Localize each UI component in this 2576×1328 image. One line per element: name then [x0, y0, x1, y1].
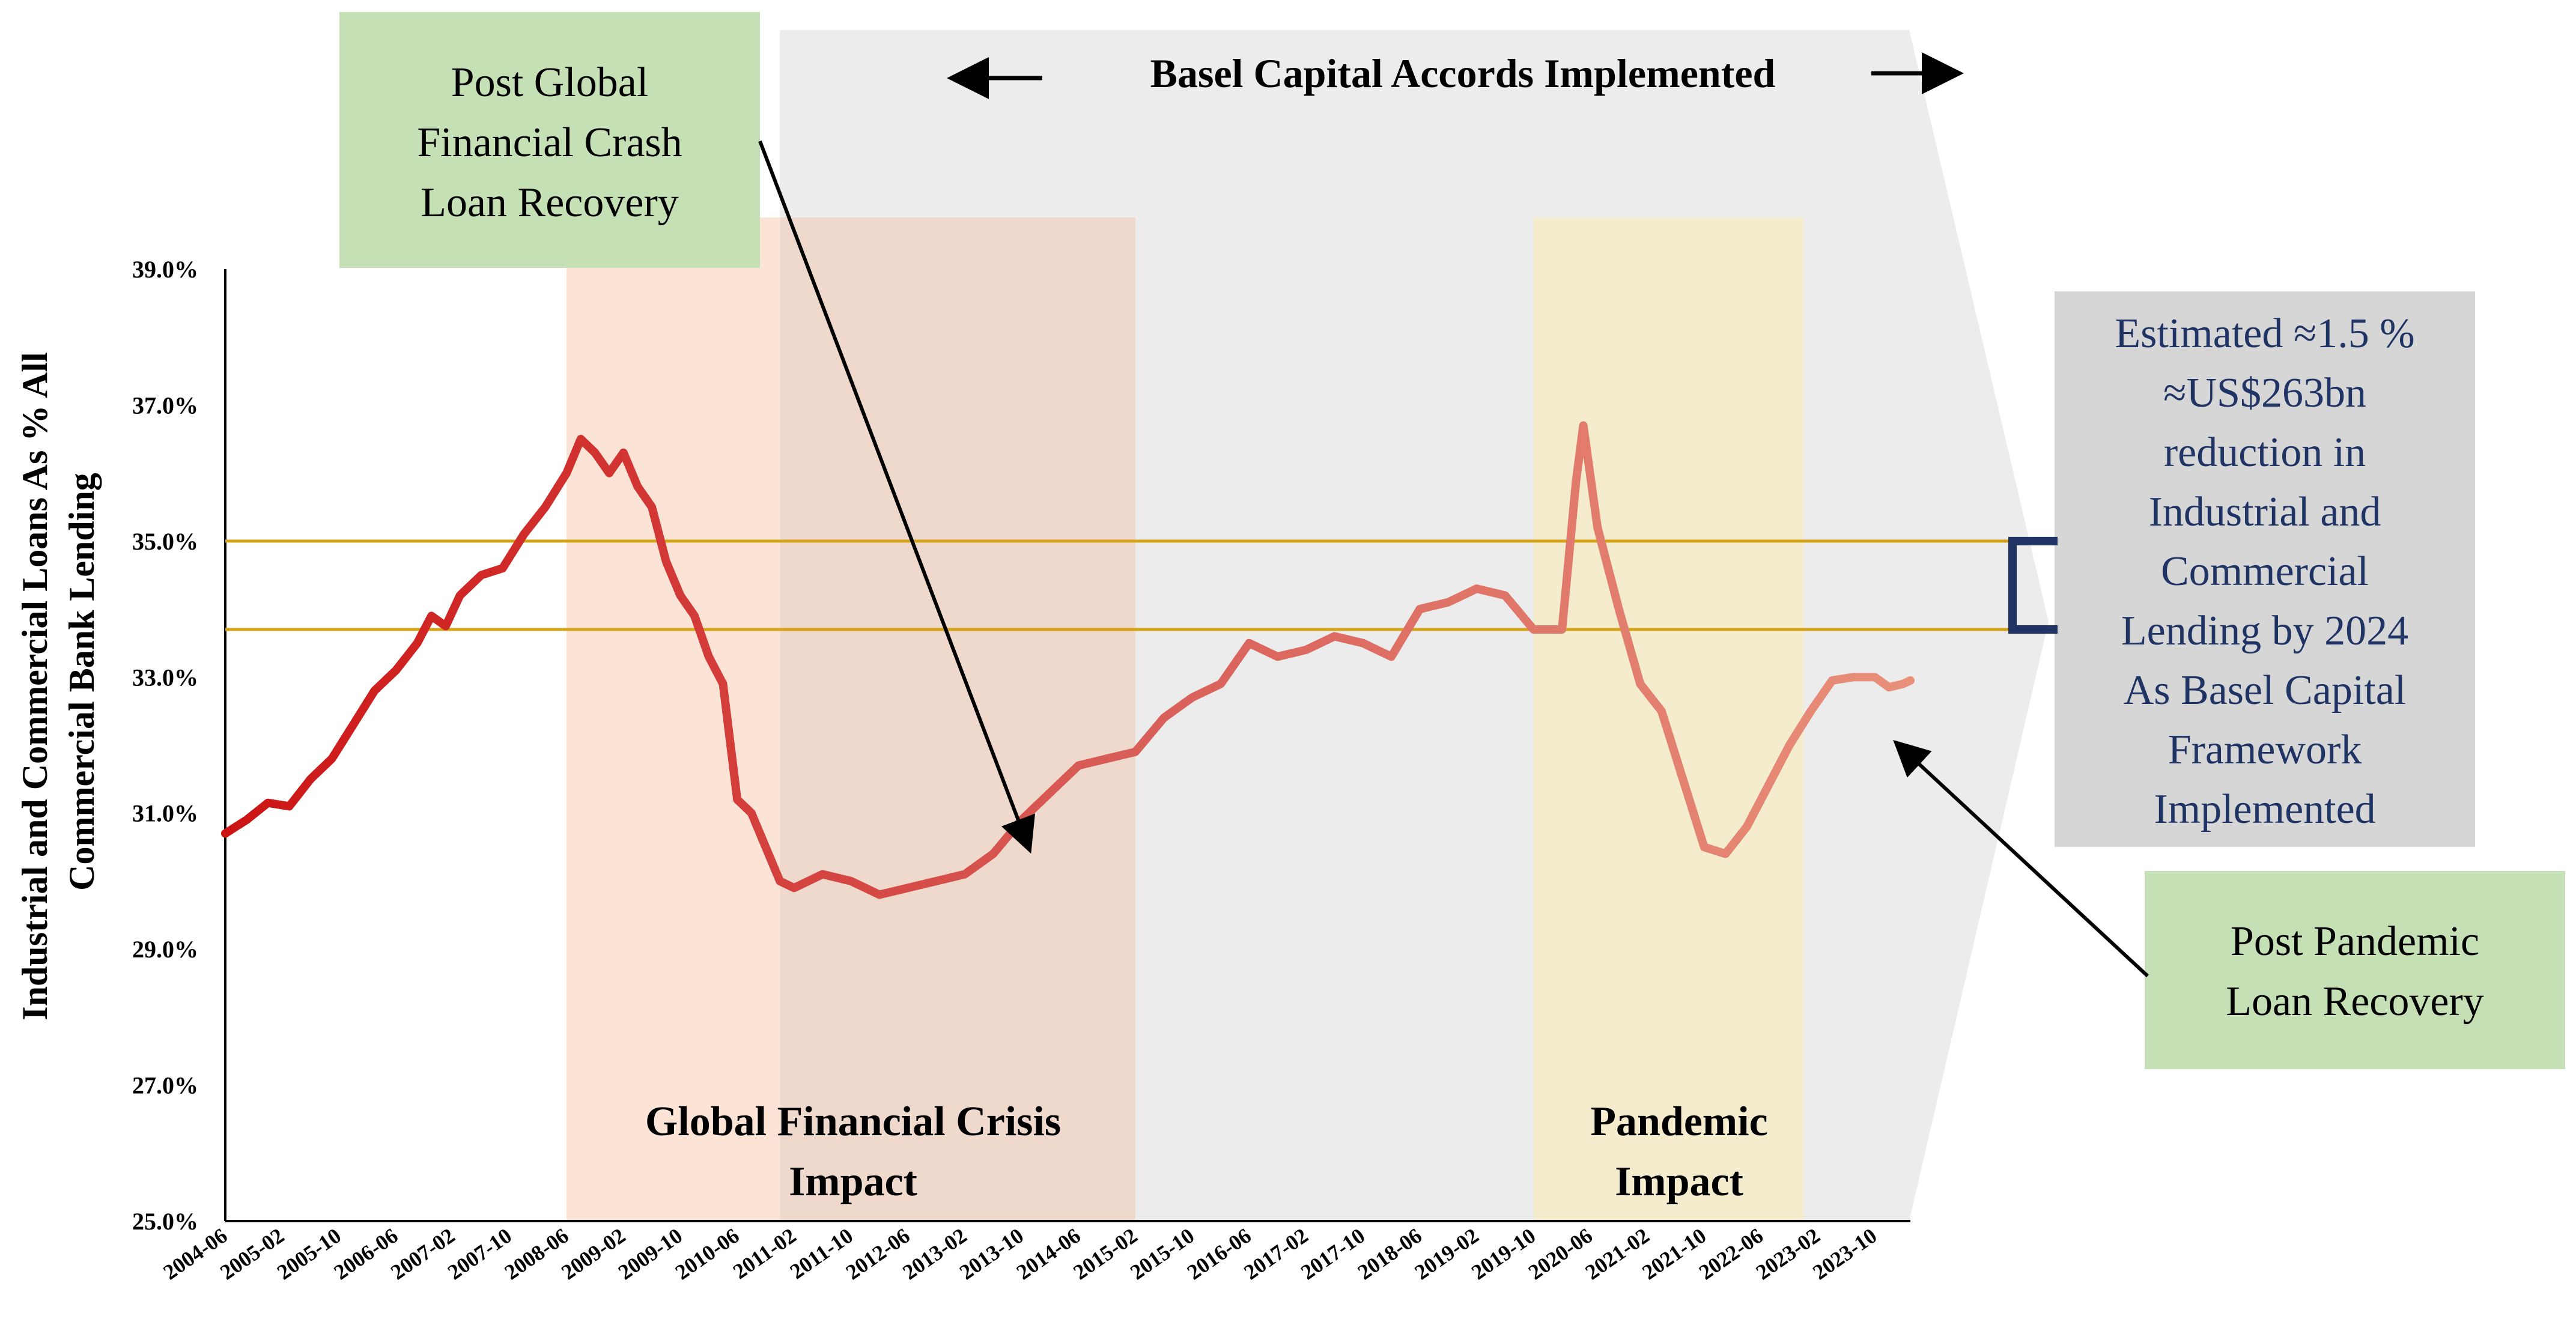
callout-line: Industrial and	[2149, 489, 2381, 535]
x-tick-label: 2006-06	[329, 1223, 402, 1285]
x-tick-label: 2012-06	[842, 1223, 914, 1285]
basel-title: Basel Capital Accords Implemented	[1150, 50, 1776, 96]
x-tick-label: 2008-06	[500, 1223, 573, 1285]
x-tick-label: 2023-10	[1808, 1223, 1881, 1285]
callout-line: Framework	[2168, 727, 2362, 773]
x-tick-label: 2022-06	[1695, 1223, 1767, 1285]
y-tick-label: 35.0%	[132, 528, 198, 555]
x-tick-label: 2005-10	[273, 1223, 345, 1285]
x-tick-label: 2005-02	[216, 1223, 288, 1285]
callout-line: Lending by 2024	[2121, 608, 2408, 654]
series-line	[221, 421, 1915, 899]
y-tick-label: 39.0%	[132, 256, 198, 283]
callout-line: Commercial	[2161, 548, 2369, 595]
post-gfc-callout-box	[339, 12, 760, 268]
x-tick-labels: 2004-062005-022005-102006-062007-022007-…	[159, 1223, 1881, 1285]
gfc-band	[567, 217, 780, 1221]
x-tick-label: 2014-06	[1012, 1223, 1085, 1285]
y-tick-label: 33.0%	[132, 664, 198, 691]
x-tick-label: 2007-02	[386, 1223, 459, 1285]
post-gfc-arrow	[758, 140, 1035, 854]
y-tick-label: 27.0%	[132, 1072, 198, 1099]
callout-line: Financial Crash	[417, 120, 682, 166]
x-tick-label: 2011-10	[785, 1223, 857, 1284]
pandemic-band	[1533, 217, 1804, 1221]
pandemic-label: Pandemic Impact	[1590, 1099, 1768, 1205]
y-axis-title: Industrial and Commercial Loans As % All…	[15, 343, 102, 1020]
callout-line: Loan Recovery	[421, 180, 679, 226]
y-tick-label: 25.0%	[132, 1208, 198, 1235]
callout-line: Implemented	[2154, 786, 2375, 832]
post-pandemic-callout-text: Post Pandemic Loan Recovery	[2226, 918, 2484, 1025]
y-tick-label: 37.0%	[132, 392, 198, 419]
x-tick-label: 2019-10	[1467, 1223, 1540, 1285]
x-tick-label: 2013-02	[898, 1223, 971, 1285]
callout-line: Post Pandemic	[2231, 918, 2479, 965]
x-tick-label: 2023-02	[1751, 1223, 1824, 1285]
x-tick-label: 2010-06	[670, 1223, 743, 1285]
callout-line: As Basel Capital	[2124, 667, 2406, 714]
x-tick-label: 2019-02	[1410, 1223, 1483, 1285]
x-tick-label: 2009-10	[614, 1223, 687, 1285]
callout-line: Loan Recovery	[2226, 978, 2484, 1025]
x-tick-label: 2015-10	[1126, 1223, 1198, 1285]
callout-line: ≈US$263bn	[2163, 370, 2366, 416]
callout-line: Estimated ≈1.5 %	[2115, 311, 2414, 357]
y-tick-label: 31.0%	[132, 800, 198, 827]
callout-line: Global Financial Crisis	[645, 1099, 1061, 1145]
post-gfc-callout-text: Post Global Financial Crash Loan Recovery	[417, 59, 682, 226]
y-tick-label: 29.0%	[132, 936, 198, 963]
post-pandemic-arrow	[1893, 739, 2149, 978]
callout-line: Post Global	[451, 59, 649, 106]
reduction-bracket	[2008, 536, 2058, 634]
x-tick-label: 2015-02	[1069, 1223, 1141, 1285]
estimate-callout-text: Estimated ≈1.5 % ≈US$263bn reduction in Ind…	[2115, 311, 2414, 832]
x-tick-label: 2020-06	[1524, 1223, 1597, 1285]
post-gfc-recovery-band	[780, 217, 1135, 1221]
y-axis-title-line-2: Commercial Bank Lending	[62, 473, 102, 891]
x-tick-label: 2007-10	[443, 1223, 516, 1285]
x-tick-label: 2017-10	[1296, 1223, 1369, 1285]
x-tick-label: 2021-10	[1638, 1223, 1710, 1285]
x-tick-label: 2011-02	[729, 1223, 801, 1284]
y-tick-labels: 25.0% 27.0% 29.0% 31.0% 33.0% 35.0% 37.0% 39.0%	[132, 256, 198, 1235]
estimate-callout-box	[2055, 291, 2475, 847]
post-pandemic-callout-box	[2145, 871, 2565, 1069]
x-tick-label: 2013-10	[955, 1223, 1028, 1285]
x-tick-label: 2009-02	[557, 1223, 630, 1285]
gfc-label: Global Financial Crisis Impact	[645, 1099, 1061, 1205]
callout-line: reduction in	[2164, 429, 2366, 476]
x-tick-label: 2018-06	[1353, 1223, 1426, 1285]
x-tick-label: 2016-06	[1183, 1223, 1256, 1285]
callout-line: Impact	[1615, 1159, 1743, 1205]
callout-line: Impact	[789, 1159, 917, 1205]
callout-line: Pandemic	[1590, 1099, 1768, 1145]
x-tick-label: 2021-02	[1581, 1223, 1653, 1285]
y-axis-title-line-1: Industrial and Commercial Loans As % All	[15, 352, 55, 1020]
x-tick-label: 2017-02	[1239, 1223, 1312, 1285]
